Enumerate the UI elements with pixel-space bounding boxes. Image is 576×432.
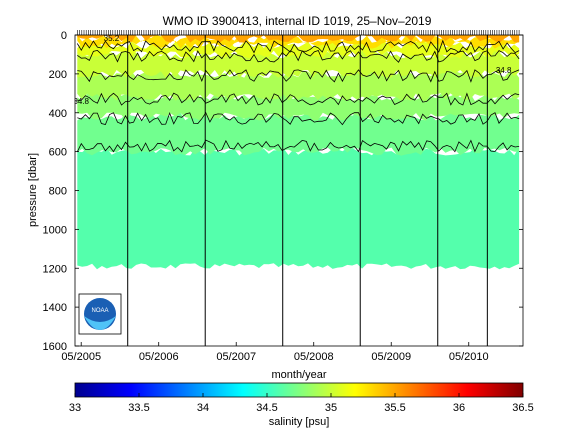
y-tick-label: 800 (49, 186, 67, 198)
y-tick-label: 1200 (43, 263, 67, 275)
x-tick-label: 05/2007 (216, 351, 256, 363)
contour-line (77, 111, 520, 126)
colorbar-tick-label: 36.5 (512, 402, 533, 414)
x-tick-label: 05/2006 (139, 351, 179, 363)
contour-line (77, 92, 520, 106)
y-tick-label: 600 (49, 147, 67, 159)
contour-lines: 34.8 34.8 35.2 (73, 34, 520, 153)
x-tick-label: 05/2010 (449, 351, 489, 363)
chart-title: WMO ID 3900413, internal ID 1019, 25–Nov… (163, 14, 432, 28)
x-axis-label: month/year (271, 369, 326, 381)
y-tick-label: 1600 (43, 341, 67, 353)
colorbar-tick-label: 35.5 (384, 402, 405, 414)
contour-line (76, 39, 520, 54)
contour-line (77, 49, 520, 63)
x-tick-label: 05/2008 (294, 351, 334, 363)
colorbar-tick-label: 36 (453, 402, 465, 414)
colorbar-label: salinity [psu] (269, 416, 330, 428)
y-tick-label: 1400 (43, 302, 67, 314)
contour-label: 34.8 (73, 97, 89, 106)
contour-line (77, 69, 520, 83)
salinity-layer (77, 147, 520, 270)
y-tick-label: 400 (49, 108, 67, 120)
x-tick-label: 05/2009 (371, 351, 411, 363)
y-tick-label: 1000 (43, 224, 67, 236)
colorbar-axis: 33 33.5 34 34.5 35 35.5 36 36.5 (69, 393, 534, 414)
profile-ticks (77, 30, 520, 35)
year-markers (127, 35, 488, 346)
salinity-layer (77, 112, 520, 156)
x-axis: 05/2005 05/2006 05/2007 05/2008 05/2009 05/20… (61, 342, 489, 363)
x-tick-label: 05/2005 (61, 351, 101, 363)
y-tick-label: 200 (49, 69, 67, 81)
colorbar (74, 382, 524, 398)
colorbar-tick-label: 33.5 (128, 402, 149, 414)
colorbar-tick-label: 35 (325, 402, 337, 414)
salinity-layer (77, 35, 520, 43)
logo-text: NOAA (91, 308, 108, 314)
contour-label: 35.2 (104, 34, 120, 43)
y-axis-label: pressure [dbar] (27, 153, 39, 227)
colorbar-tick-label: 33 (69, 402, 81, 414)
salinity-layer (77, 69, 520, 101)
y-axis: 0 200 400 600 800 1000 1200 1400 1600 (43, 30, 523, 353)
contour-line (76, 139, 520, 153)
y-tick-label: 0 (61, 30, 67, 42)
noaa-logo: NOAA (78, 293, 122, 335)
contour-label: 34.8 (496, 66, 512, 75)
colorbar-tick-label: 34 (197, 402, 209, 414)
colorbar-tick-label: 34.5 (256, 402, 277, 414)
